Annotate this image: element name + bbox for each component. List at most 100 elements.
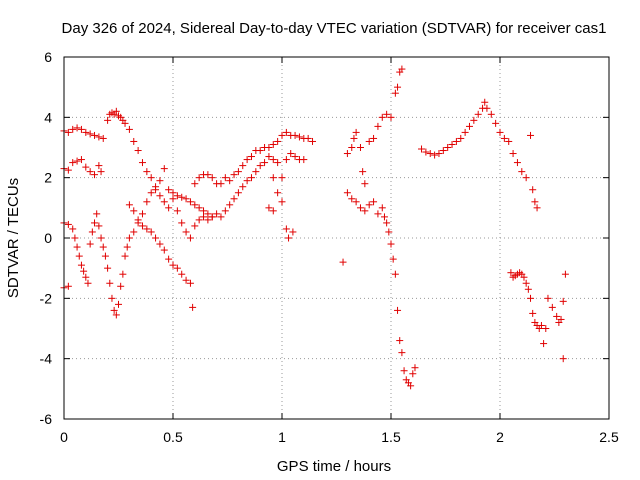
data-point <box>378 113 386 121</box>
data-point <box>557 315 565 323</box>
x-tick-label: 0.5 <box>163 429 183 445</box>
data-point <box>487 110 495 118</box>
data-point <box>387 240 395 248</box>
data-point <box>300 156 308 164</box>
data-point <box>252 168 260 176</box>
data-point <box>204 171 212 179</box>
data-point <box>64 166 72 174</box>
data-point <box>95 133 103 141</box>
data-point <box>226 201 234 209</box>
data-point <box>182 276 190 284</box>
y-tick-label: -2 <box>40 290 53 306</box>
data-point <box>75 252 83 260</box>
data-point <box>73 243 81 251</box>
data-point <box>165 186 173 194</box>
data-point <box>348 195 356 203</box>
data-point <box>380 213 388 221</box>
data-point <box>125 125 133 133</box>
data-point <box>204 216 212 224</box>
data-point <box>156 240 164 248</box>
data-point <box>391 270 399 278</box>
data-point <box>522 279 530 287</box>
data-point <box>134 147 142 155</box>
data-point <box>186 279 194 287</box>
data-point <box>123 243 131 251</box>
data-point <box>527 294 535 302</box>
data-point <box>104 116 112 124</box>
data-point <box>121 252 129 260</box>
x-tick-label: 1.5 <box>381 429 401 445</box>
data-point <box>243 177 251 185</box>
data-point <box>208 213 216 221</box>
data-point <box>217 180 225 188</box>
data-point <box>82 273 90 281</box>
data-point <box>339 258 347 266</box>
data-point <box>520 273 528 281</box>
data-point <box>559 355 567 363</box>
data-point <box>492 119 500 127</box>
data-point <box>265 153 273 161</box>
data-point <box>125 201 133 209</box>
x-tick-label: 2.5 <box>599 429 619 445</box>
data-point <box>130 137 138 145</box>
data-point <box>383 110 391 118</box>
data-point <box>282 225 290 233</box>
data-point <box>439 147 447 155</box>
data-point <box>152 234 160 242</box>
data-point <box>553 312 561 320</box>
data-point <box>256 162 264 170</box>
data-point <box>411 364 419 372</box>
data-point <box>189 303 197 311</box>
data-point <box>522 174 530 182</box>
data-point <box>160 165 168 173</box>
data-point <box>529 186 537 194</box>
axis-ticks <box>63 56 610 420</box>
data-point <box>285 234 293 242</box>
data-point <box>147 174 155 182</box>
data-point <box>112 107 120 115</box>
data-point <box>234 168 242 176</box>
data-point <box>247 153 255 161</box>
data-point <box>138 222 146 230</box>
data-point <box>309 137 317 145</box>
data-point <box>101 252 109 260</box>
data-point <box>343 150 351 158</box>
data-point <box>169 261 177 269</box>
data-point <box>147 189 155 197</box>
data-point <box>82 163 90 171</box>
data-point <box>80 267 88 275</box>
data-point <box>356 144 364 151</box>
data-point <box>457 134 465 142</box>
data-point <box>69 125 77 133</box>
x-tick-labels: 0 0.5 1 1.5 2 2.5 <box>60 429 619 445</box>
data-point <box>533 204 541 212</box>
data-point <box>221 207 229 215</box>
data-point <box>195 174 203 182</box>
data-point <box>269 156 277 164</box>
data-point <box>112 311 120 319</box>
data-point <box>483 104 491 112</box>
data-point <box>95 162 103 170</box>
data-point <box>282 156 290 164</box>
data-point <box>452 137 460 145</box>
data-point <box>178 193 186 201</box>
data-point <box>435 150 443 158</box>
data-point <box>200 213 208 221</box>
data-point <box>178 270 186 278</box>
y-tick-label: 0 <box>44 230 52 246</box>
data-point <box>77 261 85 269</box>
data-point <box>274 189 282 197</box>
data-point <box>409 370 417 378</box>
data-point <box>99 134 107 142</box>
data-point <box>291 153 299 161</box>
data-point <box>195 204 203 212</box>
data-point <box>191 222 199 230</box>
data-point <box>269 207 277 215</box>
data-point <box>365 137 373 145</box>
data-point <box>69 225 77 233</box>
data-point <box>407 382 415 390</box>
data-point <box>88 228 96 236</box>
data-point <box>143 168 151 176</box>
data-point <box>383 219 391 227</box>
